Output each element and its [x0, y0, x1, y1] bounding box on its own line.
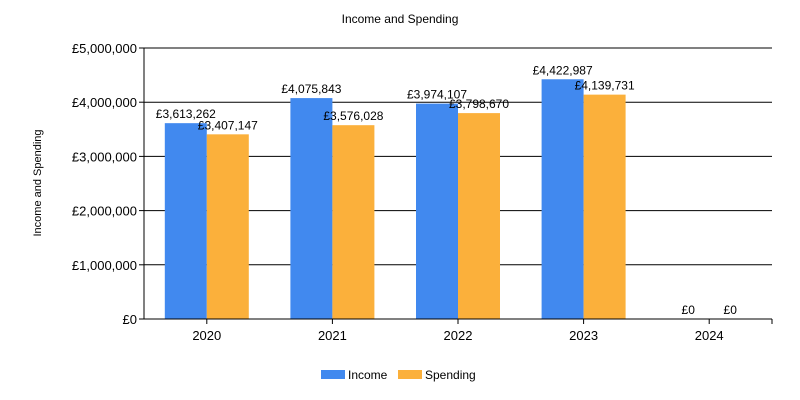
y-tick-label: £5,000,000 — [72, 41, 137, 56]
y-tick-label: £2,000,000 — [72, 204, 137, 219]
data-label-spending-2021: £3,576,028 — [323, 109, 383, 123]
bar-spending-2020 — [206, 134, 249, 319]
legend-swatch-income — [321, 370, 345, 379]
x-tick-label: 2021 — [318, 328, 347, 343]
data-label-spending-2020: £3,407,147 — [198, 118, 258, 132]
data-label-income-2023: £4,422,987 — [533, 63, 593, 77]
bar-spending-2023 — [583, 94, 626, 319]
data-labels: £3,613,262£3,407,147 £4,075,843 £3,576,028… — [156, 63, 737, 317]
y-tick-label: £0 — [123, 312, 137, 327]
data-label-income-2021: £4,075,843 — [281, 82, 341, 96]
bars — [164, 79, 626, 320]
y-tick-label: £3,000,000 — [72, 149, 137, 164]
data-label-income-2020: £3,613,262 — [156, 107, 216, 121]
bar-spending-2021 — [332, 125, 375, 319]
legend-label-spending: Spending — [425, 368, 476, 382]
legend-swatch-spending — [398, 370, 422, 379]
data-label-income-2024: £0 — [682, 303, 696, 317]
bar-spending-2022 — [458, 113, 500, 319]
data-label-spending-2023: £4,139,731 — [575, 79, 635, 93]
y-tick-label: £1,000,000 — [72, 258, 137, 273]
data-label-spending-2024: £0 — [724, 303, 738, 317]
y-axis-label: Income and Spending — [32, 129, 44, 236]
x-tick-label: 2023 — [569, 328, 598, 343]
bar-income-2022 — [416, 103, 458, 320]
legend-label-income: Income — [348, 368, 388, 382]
x-tick-label: 2022 — [444, 328, 473, 343]
legend[interactable]: Income Spending — [321, 368, 476, 382]
axes — [139, 48, 773, 324]
bar-income-2021 — [290, 98, 333, 319]
y-tick-label: £4,000,000 — [72, 95, 137, 110]
data-label-income-2022: £3,974,107 — [407, 88, 467, 102]
data-label-spending-2022: £3,798,670 — [449, 97, 509, 111]
chart-title: Income and Spending — [342, 12, 459, 26]
x-ticks: 2020 2021 2022 2023 2024 — [192, 319, 724, 343]
x-tick-label: 2020 — [192, 328, 221, 343]
x-tick-label: 2024 — [695, 328, 724, 343]
y-ticks: £0 £1,000,000 £2,000,000 £3,000,000 £4,000,0… — [72, 41, 144, 327]
bar-income-2020 — [164, 123, 207, 320]
bar-income-2023 — [541, 79, 584, 319]
